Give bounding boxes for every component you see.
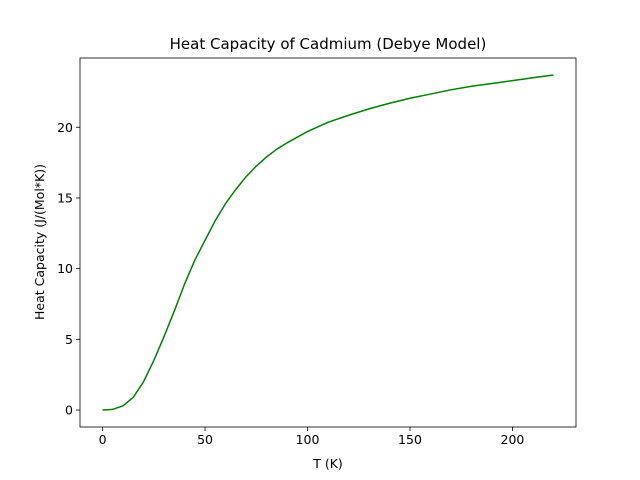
- x-tick-label: 150: [398, 432, 422, 447]
- x-tick-label: 100: [296, 432, 320, 447]
- x-axis-label: T (K): [312, 456, 343, 471]
- y-tick-label: 10: [57, 261, 73, 276]
- y-tick-label: 0: [65, 403, 73, 418]
- x-tick-label: 200: [501, 432, 525, 447]
- plot-area: 0 50 100 150 200 0 5 10 15 20: [57, 57, 577, 447]
- series-line-0: [102, 74, 554, 411]
- y-tick-label: 20: [57, 120, 73, 135]
- x-tick-label: 0: [99, 432, 107, 447]
- y-tick-label: 5: [65, 332, 73, 347]
- axes-frame: [79, 57, 577, 428]
- y-axis-label: Heat Capacity (J/(Mol*K)): [32, 164, 47, 320]
- x-tick-label: 50: [197, 432, 213, 447]
- chart-title: Heat Capacity of Cadmium (Debye Model): [170, 35, 487, 53]
- y-tick-label: 15: [57, 190, 73, 205]
